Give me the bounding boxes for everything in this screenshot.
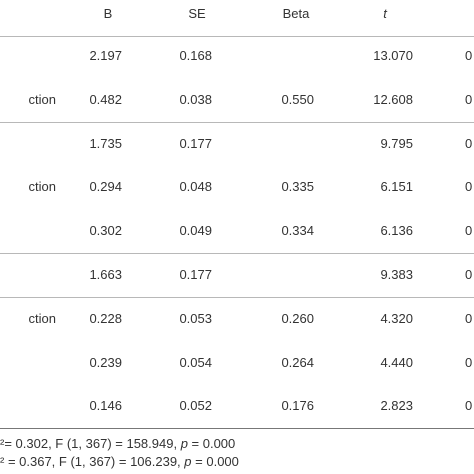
table-cell: 0.260	[281, 310, 314, 326]
row-label: ction	[28, 179, 56, 195]
column-header: Beta	[282, 6, 310, 21]
footnote: ²= 0.302, F (1, 367) = 158.949, p = 0.00…	[0, 436, 235, 451]
table-cell: 0.048	[179, 179, 212, 195]
table-cell: 9.795	[380, 135, 413, 151]
footnote-text: ²= 0.302, F (1, 367) = 158.949,	[0, 436, 181, 451]
table-cell: 0	[465, 398, 473, 414]
table-cell: 0.168	[179, 48, 212, 63]
column-header: t	[383, 6, 387, 21]
table-cell: 2.823	[380, 398, 413, 414]
table-cell: 4.440	[380, 354, 413, 370]
footnote-text: = 0.000	[191, 454, 239, 469]
table-cell: 0.482	[89, 91, 122, 107]
table-cell: 0.053	[179, 310, 212, 326]
table-cell: 0.052	[179, 398, 212, 414]
table-cell: 0.228	[89, 310, 122, 326]
rule	[0, 297, 474, 298]
table-cell: 0.177	[179, 135, 212, 151]
footnote-text: p	[184, 454, 192, 469]
table-cell: 0.176	[281, 398, 314, 414]
table-cell: 0.334	[281, 223, 314, 239]
row-label: ction	[28, 310, 56, 326]
table-cell: 6.136	[380, 223, 413, 239]
rule	[0, 428, 474, 429]
rule	[0, 122, 474, 123]
footnote-text: = 0.000	[187, 436, 236, 451]
table-cell: 0.239	[89, 354, 122, 370]
footnote-text: ² = 0.367, F (1, 367) = 106.239,	[0, 454, 185, 469]
table-cell: 0	[465, 48, 473, 63]
rule	[0, 253, 474, 254]
table-cell: 1.663	[89, 267, 122, 282]
table-cell: 0	[465, 91, 473, 107]
table-cell: 4.320	[380, 310, 413, 326]
table-cell: 9.383	[380, 267, 413, 282]
table-cell: 0	[465, 310, 473, 326]
footnote: ² = 0.367, F (1, 367) = 106.239, p = 0.0…	[0, 454, 239, 469]
table-cell: 0.550	[281, 91, 314, 107]
table-cell: 0.294	[89, 179, 122, 195]
table-cell: 0	[465, 354, 473, 370]
table-cell: 0.146	[89, 398, 122, 414]
table-cell: 0.264	[281, 354, 314, 370]
table-cell: 0	[465, 223, 473, 239]
table-cell: 0	[465, 135, 473, 151]
table-cell: 2.197	[89, 48, 122, 63]
table-cell: 0.049	[179, 223, 212, 239]
table-cell: 0.054	[179, 354, 212, 370]
table-cell: 0	[465, 179, 473, 195]
row-label: ction	[28, 91, 56, 107]
table-cell: 0	[465, 267, 473, 282]
table-cell: 13.070	[373, 48, 413, 63]
rule	[0, 36, 474, 37]
table-cell: 6.151	[380, 179, 413, 195]
footnote-text: p	[180, 436, 188, 451]
column-header: SE	[188, 6, 206, 21]
table-cell: 0.335	[281, 179, 314, 195]
column-header: B	[103, 6, 113, 21]
table-cell: 0.302	[89, 223, 122, 239]
table-cell: 0.038	[179, 91, 212, 107]
table-cell: 12.608	[373, 91, 413, 107]
table-cell: 0.177	[179, 267, 212, 282]
table-cell: 1.735	[89, 135, 122, 151]
